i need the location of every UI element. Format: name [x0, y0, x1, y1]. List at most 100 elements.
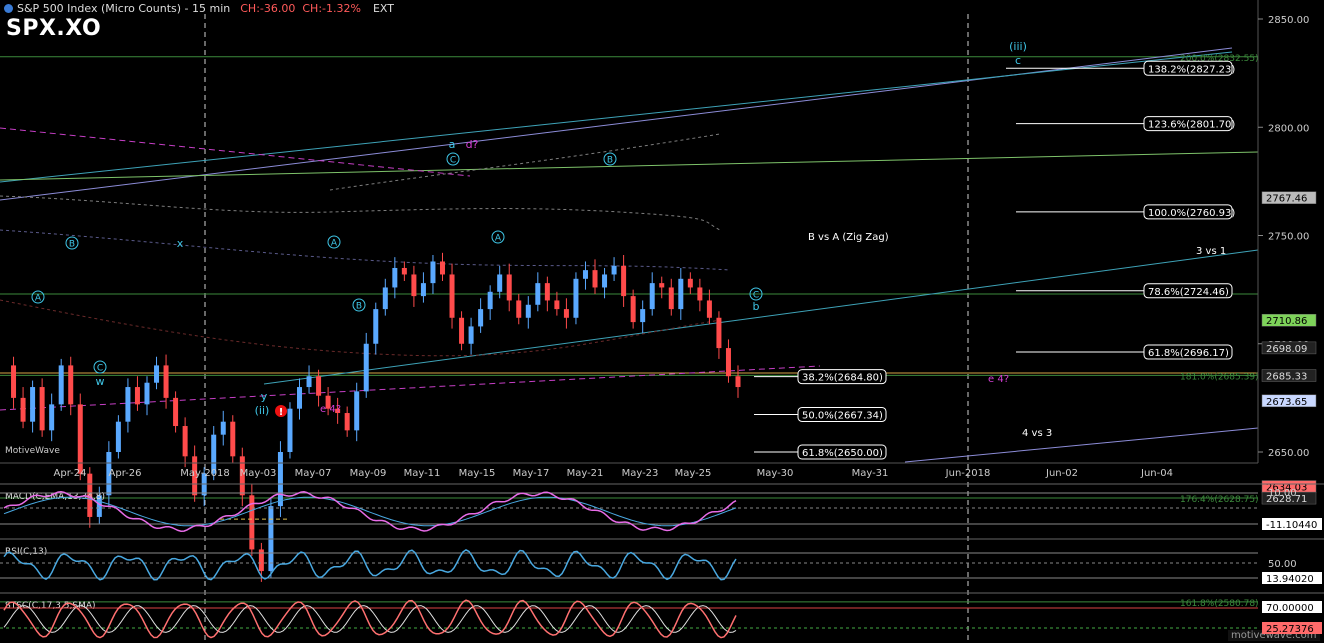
candle-body — [411, 274, 417, 297]
indicator-name: MACD(C,EMA,13,34,8) — [5, 492, 105, 502]
price-marker-box — [1261, 491, 1317, 505]
chart-grid — [0, 14, 1258, 643]
fib-box — [1143, 116, 1233, 132]
price-tick-label: 2800.00 — [1268, 123, 1309, 134]
date-tick-label: May-11 — [404, 468, 441, 479]
wave-label: x — [177, 237, 184, 250]
wave-label: A — [495, 234, 502, 244]
indicator-axis-box — [1262, 622, 1322, 634]
candle-body — [363, 343, 369, 392]
fib-box — [797, 369, 887, 385]
wave-label-circle — [31, 290, 45, 304]
candle-body — [449, 274, 455, 318]
ext-label: EXT — [372, 2, 394, 15]
candle-body — [115, 421, 121, 452]
candle-body — [592, 270, 598, 288]
wave-label: C — [450, 156, 456, 166]
candle-body — [487, 291, 493, 310]
candle-body — [106, 452, 112, 496]
candle-body — [506, 274, 512, 301]
price-marker-box — [1261, 341, 1317, 355]
annotation-label: B vs A (Zig Zag) — [808, 232, 889, 243]
annotation-label: 4 vs 3 — [1022, 428, 1052, 439]
indicator-axis-box — [1262, 601, 1322, 613]
candle-body — [659, 283, 665, 288]
candle-body — [258, 549, 264, 572]
candle-body — [306, 376, 312, 388]
candle-body — [20, 397, 26, 422]
annotation-label: 3 vs 1 — [1196, 246, 1226, 257]
candle-body — [77, 404, 83, 474]
trend-line — [0, 365, 821, 411]
candle-body — [144, 382, 150, 405]
wave-label: C — [97, 364, 103, 374]
fib-label: 123.6%(2801.70) — [1148, 120, 1235, 131]
price-marker-label: 2673.65 — [1266, 397, 1307, 408]
wave-label-circle — [93, 360, 107, 374]
wave-label-circle — [327, 235, 341, 249]
wave-label: a — [449, 138, 456, 151]
candle-body — [173, 397, 179, 427]
candle-body — [344, 413, 350, 431]
candle-body — [277, 452, 283, 507]
date-tick-label: May-2018 — [180, 468, 230, 479]
candle-body — [401, 267, 407, 275]
fib-label: 61.8%(2650.00) — [802, 448, 883, 459]
price-marker-label: 2685.33 — [1266, 372, 1307, 383]
wave-label: (iii) — [1009, 40, 1027, 53]
fib-label: 61.8%(2696.17) — [1148, 348, 1229, 359]
price-marker-box — [1261, 394, 1317, 408]
date-tick-label: Apr-24 — [54, 468, 87, 479]
price-marker-label: 2634.03 — [1266, 483, 1307, 494]
candle-body — [220, 421, 226, 435]
indicator-signal-line — [3, 496, 737, 527]
candles — [11, 252, 741, 582]
wave-label: B — [356, 302, 362, 312]
annotation-label: e 4? — [988, 374, 1009, 385]
alert-icon-mark: ! — [279, 407, 284, 418]
indicator-name: STSC(C,17,3,5,SMA) — [5, 601, 96, 611]
wave-label: b — [753, 300, 760, 313]
trend-line — [904, 427, 1259, 463]
candle-body — [249, 495, 255, 550]
candle-body — [420, 283, 426, 297]
candle-body — [611, 265, 617, 275]
symbol-label: SPX.XO — [6, 16, 102, 41]
fib-label: 138.2%(2827.23) — [1148, 64, 1235, 75]
trend-line — [0, 151, 1259, 181]
candle-body — [30, 387, 36, 422]
indicator-axis-label: 70.00000 — [1266, 603, 1314, 614]
candle-body — [554, 300, 560, 310]
candle-body — [239, 456, 245, 496]
candle-body — [335, 408, 341, 414]
chart-title: S&P 500 Index (Micro Counts) - 15 min — [17, 2, 231, 15]
candle-body — [582, 270, 588, 279]
candle-body — [316, 376, 322, 396]
date-tick-label: May-31 — [852, 468, 889, 479]
candle-body — [678, 278, 684, 310]
fib-label: 38.2%(2684.80) — [802, 373, 883, 384]
indicator-axis-label: 50.00 — [1268, 559, 1297, 570]
fib-label: 100.0%(2760.93) — [1148, 208, 1235, 219]
wave-label: A — [35, 294, 42, 304]
brand-label: MotiveWave — [5, 446, 60, 456]
date-tick-label: Jun-2018 — [945, 468, 991, 479]
candle-body — [478, 309, 484, 327]
wave-label: B — [69, 240, 75, 250]
wave-label-circle — [446, 152, 460, 166]
wave-label: y — [261, 390, 268, 403]
candle-body — [640, 309, 646, 323]
candle-body — [11, 365, 17, 398]
fib-box — [1143, 283, 1233, 299]
wave-label: (ii) — [255, 404, 270, 417]
candle-body — [459, 317, 465, 344]
candle-body — [525, 304, 531, 318]
candle-body — [439, 261, 445, 275]
candle-body — [134, 387, 140, 405]
candle-body — [563, 309, 569, 318]
alert-icon — [275, 405, 287, 417]
candle-body — [325, 395, 331, 409]
candle-body — [621, 265, 627, 297]
candle-body — [430, 261, 436, 284]
